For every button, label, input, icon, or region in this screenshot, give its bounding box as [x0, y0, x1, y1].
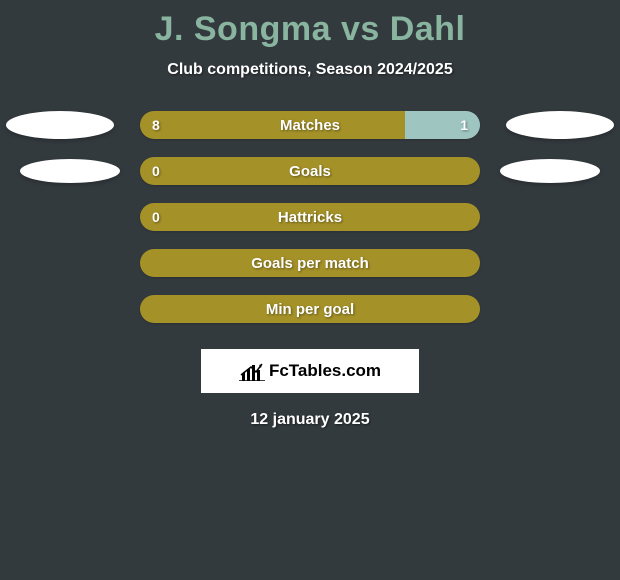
- player2-avatar: [506, 111, 614, 139]
- stat-row: Goals0: [0, 157, 620, 185]
- stat-bar: Hattricks0: [140, 203, 480, 231]
- player2-segment: [405, 111, 480, 139]
- player1-segment: [140, 295, 480, 323]
- stat-bar: Goals0: [140, 157, 480, 185]
- player1-segment: [140, 111, 405, 139]
- logo-text: FcTables.com: [269, 361, 381, 381]
- player1-segment: [140, 157, 480, 185]
- stat-row: Goals per match: [0, 249, 620, 277]
- stat-row: Min per goal: [0, 295, 620, 323]
- stat-rows: Matches81 Goals0 Hattricks0 Goals per match…: [0, 111, 620, 323]
- stat-bar: Min per goal: [140, 295, 480, 323]
- stat-bar: Goals per match: [140, 249, 480, 277]
- competition-subtitle: Club competitions, Season 2024/2025: [0, 61, 620, 79]
- comparison-title: J. Songma vs Dahl: [0, 0, 620, 49]
- page: J. Songma vs Dahl Club competitions, Sea…: [0, 0, 620, 580]
- player1-avatar: [20, 159, 120, 183]
- player1-segment: [140, 203, 480, 231]
- snapshot-date: 12 january 2025: [0, 411, 620, 429]
- player2-avatar: [500, 159, 600, 183]
- player1-segment: [140, 249, 480, 277]
- player1-avatar: [6, 111, 114, 139]
- source-logo: FcTables.com: [201, 349, 419, 393]
- stat-bar: Matches81: [140, 111, 480, 139]
- stat-row: Matches81: [0, 111, 620, 139]
- stat-row: Hattricks0: [0, 203, 620, 231]
- bar-chart-icon: [239, 361, 265, 381]
